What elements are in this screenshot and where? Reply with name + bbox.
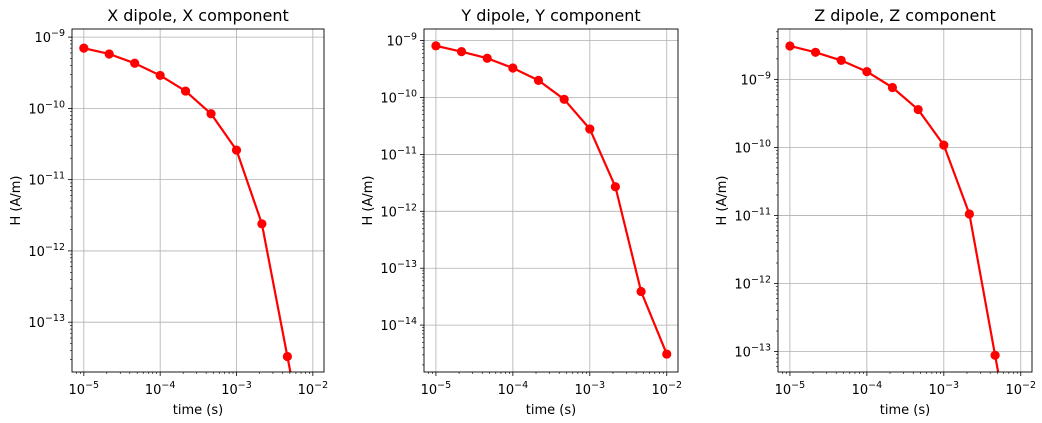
data-point bbox=[939, 140, 949, 150]
y-tick-label: 10−14 bbox=[380, 316, 417, 334]
x-tick-label: 10−3 bbox=[575, 380, 606, 398]
y-tick-label: 10−10 bbox=[380, 89, 417, 107]
data-point bbox=[964, 209, 974, 219]
data-point bbox=[990, 350, 1000, 360]
data-point bbox=[231, 145, 242, 155]
y-tick-label: 10−12 bbox=[734, 274, 771, 292]
y-tick-label: 10−9 bbox=[34, 28, 65, 46]
subplot-z-dipole: 10−5 10−4 10−3 10−2 10−9 10−10 10−11 10−12 10−13… bbox=[715, 6, 1036, 418]
data-point bbox=[559, 94, 569, 104]
y-tick-label: 10−10 bbox=[734, 138, 771, 156]
series-group bbox=[83, 47, 292, 372]
series-line bbox=[789, 44, 1000, 372]
axes-frame bbox=[777, 28, 1033, 373]
data-point bbox=[862, 67, 872, 77]
data-point bbox=[636, 286, 646, 297]
x-tick-label: 10−5 bbox=[421, 380, 452, 398]
x-axis-label: time (s) bbox=[526, 403, 576, 418]
y-tick-label: 10−12 bbox=[380, 202, 417, 220]
y-tick-label: 10−13 bbox=[734, 343, 771, 361]
data-point bbox=[785, 41, 795, 51]
x-tick-label: 10−2 bbox=[1005, 380, 1036, 398]
x-tick-label: 10−3 bbox=[221, 380, 252, 398]
x-tick-label: 10−4 bbox=[145, 380, 176, 398]
series-line bbox=[435, 44, 668, 355]
data-point bbox=[79, 43, 89, 53]
x-tick-label: 10−5 bbox=[69, 380, 100, 398]
chart-title: Y dipole, Y component bbox=[460, 6, 640, 25]
data-point bbox=[533, 75, 544, 85]
series-group bbox=[789, 44, 1000, 372]
y-tick-label: 10−11 bbox=[734, 206, 771, 224]
y-tick-label: 10−11 bbox=[28, 171, 65, 189]
series-group bbox=[435, 44, 668, 355]
y-axis-label: H (A/m) bbox=[9, 176, 24, 226]
x-tick-label: 10−4 bbox=[852, 380, 883, 398]
data-point bbox=[585, 124, 595, 134]
data-point bbox=[456, 47, 467, 57]
data-point bbox=[155, 70, 165, 81]
data-point bbox=[257, 219, 267, 229]
data-point bbox=[662, 349, 672, 359]
x-tick-label: 10−2 bbox=[298, 380, 329, 398]
data-point bbox=[130, 58, 140, 68]
x-tick-label: 10−4 bbox=[498, 380, 529, 398]
y-tick-label: 10−10 bbox=[28, 99, 65, 117]
y-axis-label: H (A/m) bbox=[715, 176, 730, 226]
axes-frame bbox=[71, 28, 325, 373]
y-tick-label: 10−13 bbox=[28, 313, 65, 331]
data-point bbox=[836, 55, 846, 66]
data-point bbox=[508, 63, 518, 73]
data-point bbox=[610, 182, 620, 192]
y-axis-label: H (A/m) bbox=[361, 176, 376, 226]
x-axis-label: time (s) bbox=[880, 403, 930, 418]
axes-frame bbox=[423, 28, 679, 373]
series-line bbox=[83, 47, 292, 372]
data-point bbox=[206, 109, 216, 119]
x-tick-label: 10−2 bbox=[651, 380, 682, 398]
data-point bbox=[887, 82, 898, 93]
data-point bbox=[482, 53, 492, 63]
x-tick-label: 10−5 bbox=[775, 380, 806, 398]
chart-title: X dipole, X component bbox=[107, 6, 289, 25]
data-point bbox=[282, 351, 292, 362]
subplot-y-dipole: 10−5 10−4 10−3 10−2 10−9 10−10 10−11 10−12 10−13… bbox=[361, 6, 682, 418]
chart-title: Z dipole, Z component bbox=[814, 6, 996, 25]
data-point bbox=[180, 86, 191, 96]
y-tick-label: 10−9 bbox=[386, 32, 417, 50]
data-point bbox=[104, 49, 114, 59]
data-point bbox=[431, 41, 441, 51]
y-tick-label: 10−12 bbox=[28, 242, 65, 260]
data-point bbox=[810, 47, 821, 57]
y-tick-label: 10−13 bbox=[380, 259, 417, 277]
y-tick-label: 10−11 bbox=[380, 145, 417, 163]
x-axis-label: time (s) bbox=[173, 403, 223, 418]
data-point bbox=[913, 104, 923, 115]
y-tick-label: 10−9 bbox=[740, 70, 771, 88]
subplot-x-dipole: 10−5 10−4 10−3 10−2 10−9 10−10 10−11 10−12 10−13… bbox=[9, 6, 328, 418]
x-tick-label: 10−3 bbox=[929, 380, 960, 398]
